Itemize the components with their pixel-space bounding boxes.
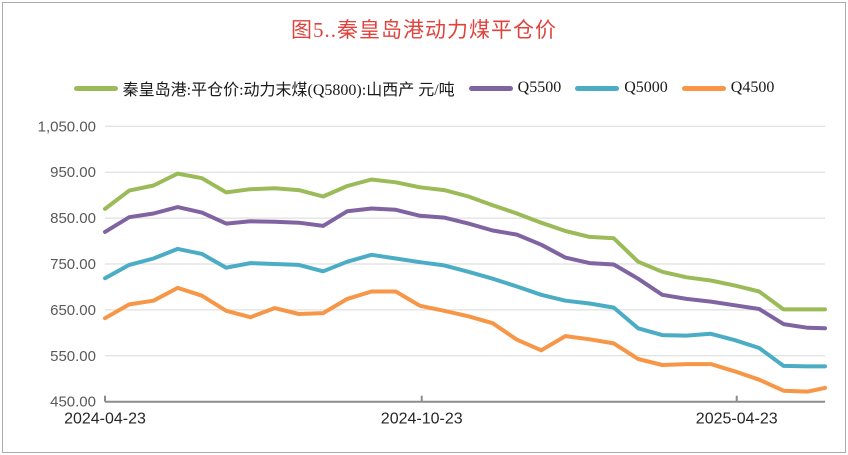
legend-line-swatch-icon (681, 85, 726, 91)
legend-item-q5800: 秦皇岛港:平仓价:动力末煤(Q5800):山西产 元/吨 (73, 76, 455, 100)
legend-line-swatch-icon (73, 85, 118, 91)
legend-label: Q5500 (517, 79, 562, 96)
series-line-q5800 (103, 171, 827, 312)
y-axis-label-850: 850.00 (50, 210, 96, 227)
legend-label: Q5000 (624, 79, 668, 96)
legend-line-swatch-icon (468, 85, 513, 91)
y-axis-label-450: 450.00 (50, 394, 96, 411)
chart-title: 图5..秦皇岛港动力煤平仓价 (291, 18, 557, 42)
y-axis-label-550: 550.00 (50, 348, 96, 365)
series-line-q4500 (103, 285, 827, 394)
series-line-q5500 (103, 205, 827, 331)
legend-label: 秦皇岛港:平仓价:动力末煤(Q5800):山西产 元/吨 (122, 82, 455, 99)
x-axis-label-2024-10-23: 2024-10-23 (381, 411, 463, 428)
legend-item-q5500: Q5500 (468, 79, 562, 97)
y-axis-label-1050: 1,050.00 (38, 118, 96, 135)
legend-label: Q4500 (730, 79, 775, 96)
legend-line-swatch-icon (575, 85, 620, 91)
y-axis-label-650: 650.00 (50, 302, 96, 319)
legend-item-q5000: Q5000 (575, 79, 668, 97)
legend: 秦皇岛港:平仓价:动力末煤(Q5800):山西产 元/吨 Q5500 Q5000 Q4… (0, 76, 848, 100)
y-axis-label-750: 750.00 (50, 256, 96, 273)
y-axis-label-950: 950.00 (50, 164, 96, 181)
series-line-q5000 (103, 246, 827, 369)
legend-item-q4500: Q4500 (681, 79, 775, 97)
x-axis-label-2024-04-23: 2024-04-23 (64, 411, 146, 428)
x-axis-label-2025-04-23: 2025-04-23 (696, 411, 778, 428)
